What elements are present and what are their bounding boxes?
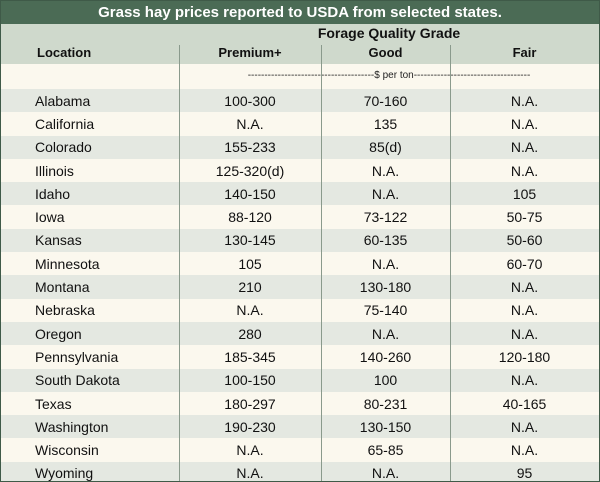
location-cell: Montana [35, 279, 90, 296]
table-row: Minnesota 105 N.A. 60-70 [1, 252, 599, 276]
location-cell: Wisconsin [35, 442, 99, 459]
table-row: Nebraska N.A. 75-140 N.A. [1, 298, 599, 322]
premium-cell: 190-230 [224, 418, 276, 435]
table-row: Alabama 100-300 70-160 N.A. [1, 89, 599, 113]
table-header: Forage Quality Grade Location Premium+ G… [1, 24, 599, 64]
table-row: Pennsylvania 185-345 140-260 120-180 [1, 345, 599, 369]
good-cell: 100 [373, 372, 398, 389]
premium-cell: N.A. [236, 442, 264, 459]
premium-cell: 125-320(d) [215, 162, 285, 179]
table-row: Wisconsin N.A. 65-85 N.A. [1, 438, 599, 462]
location-cell: Wyoming [35, 465, 94, 482]
good-cell: 60-135 [363, 232, 408, 249]
premium-cell: 280 [238, 325, 262, 342]
premium-cell: 130-145 [224, 232, 276, 249]
fair-cell: N.A. [510, 92, 539, 109]
premium-cell: 88-120 [228, 209, 272, 226]
fair-cell: 95 [516, 465, 533, 482]
location-cell: California [35, 115, 95, 132]
good-cell: 70-160 [363, 92, 408, 109]
table-row: South Dakota 100-150 100 N.A. [1, 368, 599, 392]
premium-cell: N.A. [236, 465, 264, 482]
premium-cell: 100-300 [224, 92, 276, 109]
table-row: Iowa 88-120 73-122 50-75 [1, 205, 599, 229]
location-cell: Alabama [35, 92, 91, 109]
good-column-header: Good [368, 45, 403, 60]
fair-cell: 120-180 [498, 348, 551, 365]
premium-cell: 180-297 [224, 395, 276, 412]
location-cell: Washington [35, 418, 109, 435]
good-cell: 73-122 [363, 209, 408, 226]
premium-cell: 105 [238, 255, 262, 272]
location-cell: Oregon [35, 325, 82, 342]
table-title: Grass hay prices reported to USDA from s… [1, 1, 599, 24]
table-row: Washington 190-230 130-150 N.A. [1, 415, 599, 439]
location-cell: Pennsylvania [35, 348, 119, 365]
fair-cell: N.A. [510, 372, 539, 389]
good-cell: 130-180 [359, 279, 412, 296]
good-cell: N.A. [371, 185, 400, 202]
fair-cell: 50-60 [506, 232, 543, 249]
fair-cell: N.A. [510, 302, 539, 319]
location-cell: Colorado [35, 139, 92, 156]
good-cell: N.A. [371, 465, 400, 482]
good-cell: 85(d) [369, 139, 402, 156]
good-cell: 130-150 [359, 418, 412, 435]
fair-cell: N.A. [510, 279, 539, 296]
units-label: --------------------------------------$ … [247, 70, 531, 81]
premium-cell: 210 [238, 279, 262, 296]
location-cell: Nebraska [35, 302, 95, 319]
table-row: Colorado 155-233 85(d) N.A. [1, 135, 599, 159]
location-cell: Illinois [35, 162, 74, 179]
fair-cell: 60-70 [506, 255, 543, 272]
fair-cell: N.A. [510, 139, 539, 156]
fair-cell: 50-75 [506, 209, 543, 226]
units-row: --------------------------------------$ … [1, 64, 599, 89]
premium-column-header: Premium+ [218, 45, 282, 60]
fair-cell: N.A. [510, 115, 539, 132]
good-cell: N.A. [371, 325, 400, 342]
premium-cell: 140-150 [224, 185, 276, 202]
premium-cell: N.A. [236, 302, 264, 319]
location-cell: Minnesota [35, 255, 100, 272]
location-column-header: Location [37, 45, 92, 60]
fair-cell: 40-165 [502, 395, 547, 412]
forage-quality-grade-header: Forage Quality Grade [317, 25, 461, 41]
table-row: Kansas 130-145 60-135 50-60 [1, 228, 599, 253]
good-cell: N.A. [371, 162, 400, 179]
fair-cell: N.A. [510, 162, 539, 179]
fair-cell: 105 [512, 185, 537, 202]
location-cell: South Dakota [35, 372, 120, 389]
fair-cell: N.A. [510, 418, 539, 435]
location-cell: Texas [35, 395, 72, 412]
good-cell: 140-260 [359, 348, 412, 365]
fair-cell: N.A. [510, 325, 539, 342]
table-row: Illinois 125-320(d) N.A. N.A. [1, 158, 599, 183]
premium-cell: 100-150 [224, 372, 276, 389]
column-divider [321, 45, 322, 481]
location-cell: Idaho [35, 185, 71, 202]
good-cell: 80-231 [363, 395, 408, 412]
good-cell: 75-140 [363, 302, 408, 319]
premium-cell: 155-233 [224, 139, 276, 156]
location-cell: Iowa [35, 209, 65, 226]
table-row: California N.A. 135 N.A. [1, 112, 599, 136]
good-cell: N.A. [371, 255, 400, 272]
location-cell: Kansas [35, 232, 82, 249]
premium-cell: 185-345 [224, 348, 276, 365]
fair-cell: N.A. [510, 442, 539, 459]
fair-column-header: Fair [512, 45, 537, 60]
column-divider [179, 45, 180, 481]
table-row: Texas 180-297 80-231 40-165 [1, 391, 599, 416]
table-row: Wyoming N.A. N.A. 95 [1, 461, 599, 482]
good-cell: 135 [373, 115, 398, 132]
table-row: Montana 210 130-180 N.A. [1, 275, 599, 299]
premium-cell: N.A. [236, 115, 264, 132]
column-divider [450, 45, 451, 481]
table-row: Oregon 280 N.A. N.A. [1, 321, 599, 346]
table-row: Idaho 140-150 N.A. 105 [1, 182, 599, 206]
good-cell: 65-85 [367, 442, 404, 459]
table-body: Alabama 100-300 70-160 N.A. California N.A. 13… [1, 89, 599, 482]
